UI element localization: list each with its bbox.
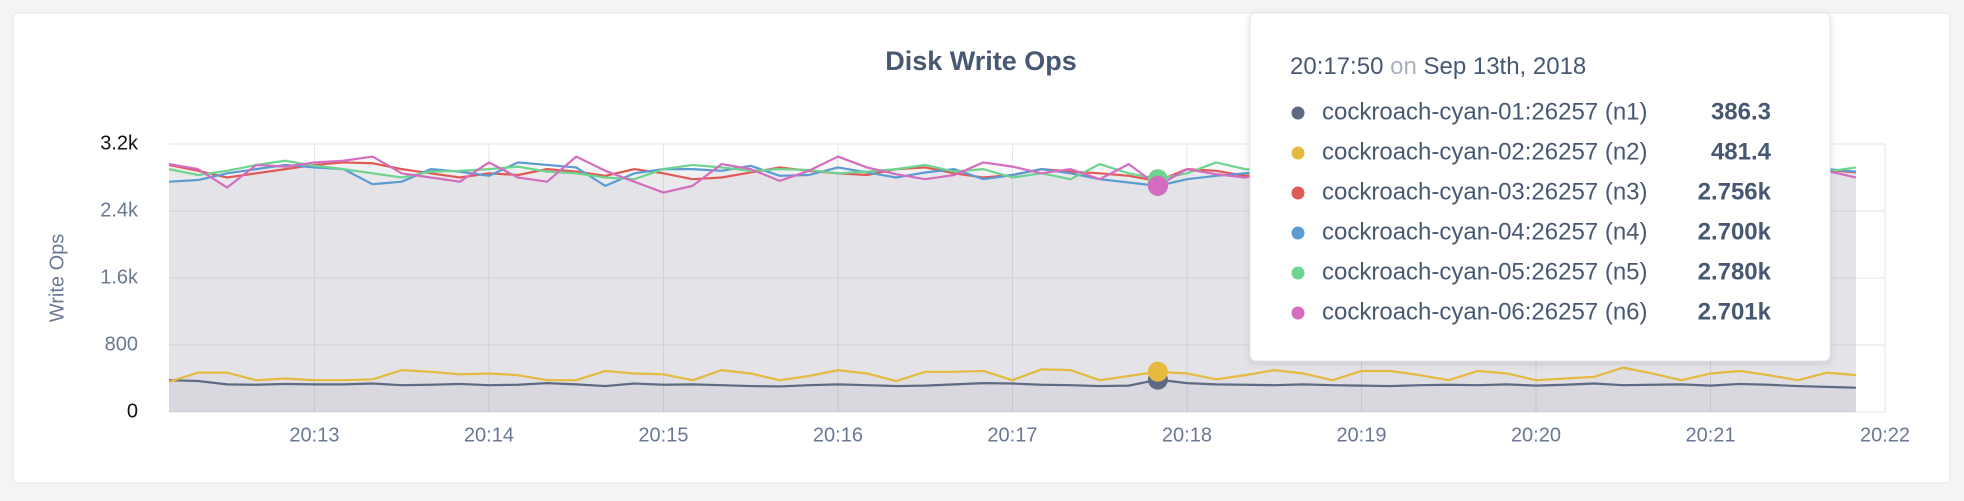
tooltip-value: 481.4 — [1711, 138, 1772, 165]
legend-label: cockroach-cyan-01:26257 (n1) — [1322, 98, 1648, 125]
y-tick-label: 3.2k — [100, 132, 139, 154]
series-area — [169, 379, 1856, 412]
tooltip-value: 2.700k — [1698, 218, 1772, 245]
x-tick-label: 20:21 — [1685, 424, 1735, 446]
tooltip-box — [1249, 12, 1831, 362]
series-line — [168, 378, 1856, 389]
tooltip-date: Sep 13th, 2018 — [1423, 53, 1586, 80]
hover-point — [1147, 175, 1168, 196]
tooltip-on: on — [1390, 53, 1417, 80]
tooltip-value: 2.701k — [1698, 298, 1772, 325]
tooltip-time-value: 20:17:50 — [1290, 53, 1383, 80]
chart-title: Disk Write Ops — [885, 46, 1077, 76]
y-tick-label: 0 — [127, 400, 138, 422]
legend-dot — [1291, 186, 1305, 200]
tooltip: 20:17:50 on Sep 13th, 2018 cockroach-cya… — [1249, 12, 1831, 362]
y-axis-label: Write Ops — [46, 234, 68, 323]
legend-label: cockroach-cyan-03:26257 (n3) — [1322, 178, 1648, 205]
legend-label: cockroach-cyan-04:26257 (n4) — [1322, 218, 1648, 245]
tooltip-value: 386.3 — [1711, 98, 1771, 125]
x-tick-label: 20:22 — [1860, 424, 1910, 446]
hover-point — [1147, 361, 1168, 382]
legend-dot — [1291, 226, 1305, 240]
x-tick-label: 20:15 — [638, 424, 688, 446]
tooltip-value: 2.780k — [1698, 258, 1772, 285]
legend-label: cockroach-cyan-06:26257 (n6) — [1322, 298, 1648, 325]
x-tick-label: 20:19 — [1336, 424, 1386, 446]
legend-dot — [1291, 266, 1305, 280]
x-tick-label: 20:18 — [1162, 424, 1212, 446]
legend-label: cockroach-cyan-05:26257 (n5) — [1322, 258, 1648, 285]
legend-dot — [1291, 306, 1305, 320]
tooltip-time: 20:17:50 on Sep 13th, 2018 — [1290, 53, 1586, 80]
legend-dot — [1291, 106, 1305, 120]
y-tick-label: 2.4k — [100, 199, 139, 221]
y-tick-label: 800 — [105, 333, 138, 355]
y-tick-label: 1.6k — [100, 266, 139, 288]
tooltip-value: 2.756k — [1698, 178, 1772, 205]
x-tick-label: 20:20 — [1511, 424, 1561, 446]
series-line — [168, 366, 1857, 383]
legend-dot — [1291, 146, 1305, 160]
x-tick-label: 20:14 — [464, 424, 514, 446]
x-tick-label: 20:13 — [289, 424, 339, 446]
legend-label: cockroach-cyan-02:26257 (n2) — [1322, 138, 1648, 165]
x-tick-label: 20:17 — [987, 424, 1037, 446]
x-tick-label: 20:16 — [813, 424, 863, 446]
